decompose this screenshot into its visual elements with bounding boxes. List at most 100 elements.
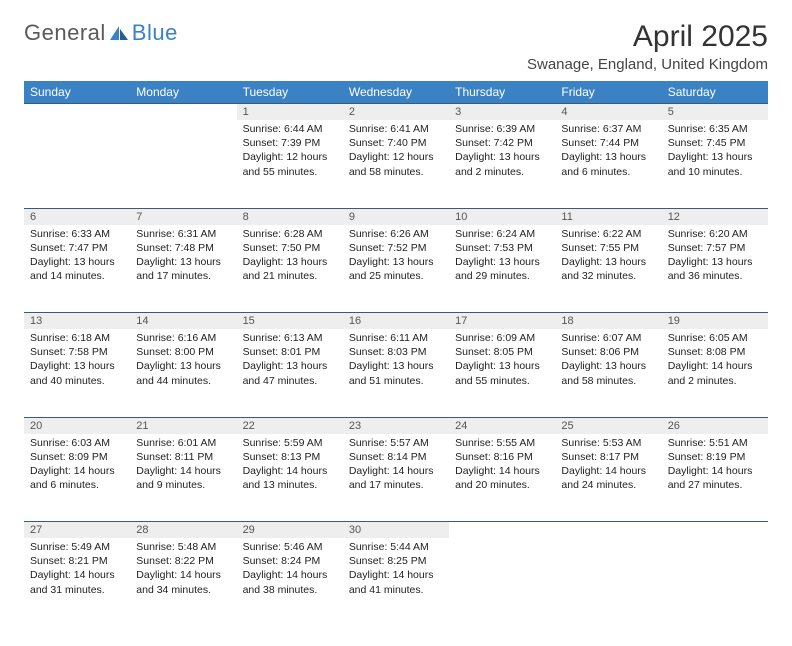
sunset-line: Sunset: 7:47 PM <box>30 241 124 255</box>
day-number-cell: 30 <box>343 522 449 539</box>
daylight-line: Daylight: 13 hours and 17 minutes. <box>136 255 230 283</box>
daylight-line: Daylight: 13 hours and 47 minutes. <box>243 359 337 387</box>
day-content-cell <box>24 120 130 208</box>
day-number-cell: 14 <box>130 313 236 330</box>
sunrise-line: Sunrise: 6:28 AM <box>243 227 337 241</box>
daylight-line: Daylight: 14 hours and 41 minutes. <box>349 568 443 596</box>
sunset-line: Sunset: 7:48 PM <box>136 241 230 255</box>
day-content-cell <box>662 538 768 626</box>
weekday-header: Thursday <box>449 81 555 104</box>
day-number-row: 20212223242526 <box>24 417 768 434</box>
daylight-line: Daylight: 13 hours and 58 minutes. <box>561 359 655 387</box>
weekday-header: Sunday <box>24 81 130 104</box>
day-number-cell: 1 <box>237 104 343 121</box>
day-content-cell: Sunrise: 6:28 AMSunset: 7:50 PMDaylight:… <box>237 225 343 313</box>
sail-icon <box>108 24 130 42</box>
calendar-table: SundayMondayTuesdayWednesdayThursdayFrid… <box>24 81 768 626</box>
daylight-line: Daylight: 13 hours and 44 minutes. <box>136 359 230 387</box>
day-content-row: Sunrise: 6:44 AMSunset: 7:39 PMDaylight:… <box>24 120 768 208</box>
day-content-cell: Sunrise: 6:16 AMSunset: 8:00 PMDaylight:… <box>130 329 236 417</box>
daylight-line: Daylight: 13 hours and 36 minutes. <box>668 255 762 283</box>
month-title: April 2025 <box>527 20 768 54</box>
sunrise-line: Sunrise: 6:37 AM <box>561 122 655 136</box>
daylight-line: Daylight: 13 hours and 32 minutes. <box>561 255 655 283</box>
day-content-cell: Sunrise: 6:26 AMSunset: 7:52 PMDaylight:… <box>343 225 449 313</box>
daylight-line: Daylight: 13 hours and 51 minutes. <box>349 359 443 387</box>
sunrise-line: Sunrise: 5:51 AM <box>668 436 762 450</box>
sunrise-line: Sunrise: 6:01 AM <box>136 436 230 450</box>
sunset-line: Sunset: 8:21 PM <box>30 554 124 568</box>
day-content-cell: Sunrise: 6:31 AMSunset: 7:48 PMDaylight:… <box>130 225 236 313</box>
day-content-row: Sunrise: 6:18 AMSunset: 7:58 PMDaylight:… <box>24 329 768 417</box>
brand-logo: General Blue <box>24 20 178 46</box>
day-content-cell: Sunrise: 6:20 AMSunset: 7:57 PMDaylight:… <box>662 225 768 313</box>
day-number-cell <box>662 522 768 539</box>
day-content-cell <box>555 538 661 626</box>
day-number-cell: 21 <box>130 417 236 434</box>
sunrise-line: Sunrise: 6:24 AM <box>455 227 549 241</box>
day-number-cell <box>24 104 130 121</box>
sunrise-line: Sunrise: 6:03 AM <box>30 436 124 450</box>
day-number-row: 27282930 <box>24 522 768 539</box>
day-content-cell: Sunrise: 6:01 AMSunset: 8:11 PMDaylight:… <box>130 434 236 522</box>
day-number-cell <box>555 522 661 539</box>
sunrise-line: Sunrise: 6:22 AM <box>561 227 655 241</box>
sunset-line: Sunset: 8:08 PM <box>668 345 762 359</box>
sunrise-line: Sunrise: 5:48 AM <box>136 540 230 554</box>
day-number-cell: 11 <box>555 208 661 225</box>
daylight-line: Daylight: 14 hours and 24 minutes. <box>561 464 655 492</box>
daylight-line: Daylight: 13 hours and 29 minutes. <box>455 255 549 283</box>
daylight-line: Daylight: 12 hours and 58 minutes. <box>349 150 443 178</box>
day-number-cell: 24 <box>449 417 555 434</box>
daylight-line: Daylight: 13 hours and 25 minutes. <box>349 255 443 283</box>
daylight-line: Daylight: 12 hours and 55 minutes. <box>243 150 337 178</box>
sunset-line: Sunset: 8:13 PM <box>243 450 337 464</box>
daylight-line: Daylight: 13 hours and 6 minutes. <box>561 150 655 178</box>
day-content-cell: Sunrise: 5:55 AMSunset: 8:16 PMDaylight:… <box>449 434 555 522</box>
sunrise-line: Sunrise: 5:53 AM <box>561 436 655 450</box>
day-content-cell: Sunrise: 5:59 AMSunset: 8:13 PMDaylight:… <box>237 434 343 522</box>
day-number-cell: 9 <box>343 208 449 225</box>
day-content-cell: Sunrise: 6:39 AMSunset: 7:42 PMDaylight:… <box>449 120 555 208</box>
brand-part2: Blue <box>132 20 178 46</box>
sunrise-line: Sunrise: 6:35 AM <box>668 122 762 136</box>
brand-part1: General <box>24 20 106 46</box>
sunset-line: Sunset: 8:05 PM <box>455 345 549 359</box>
day-content-cell: Sunrise: 6:37 AMSunset: 7:44 PMDaylight:… <box>555 120 661 208</box>
day-content-cell: Sunrise: 6:35 AMSunset: 7:45 PMDaylight:… <box>662 120 768 208</box>
day-number-cell: 8 <box>237 208 343 225</box>
sunset-line: Sunset: 7:40 PM <box>349 136 443 150</box>
calendar-page: General Blue April 2025 Swanage, England… <box>0 0 792 646</box>
sunrise-line: Sunrise: 5:44 AM <box>349 540 443 554</box>
weekday-header: Saturday <box>662 81 768 104</box>
daylight-line: Daylight: 14 hours and 9 minutes. <box>136 464 230 492</box>
sunrise-line: Sunrise: 6:26 AM <box>349 227 443 241</box>
daylight-line: Daylight: 13 hours and 10 minutes. <box>668 150 762 178</box>
sunrise-line: Sunrise: 6:11 AM <box>349 331 443 345</box>
day-number-row: 12345 <box>24 104 768 121</box>
day-number-cell: 13 <box>24 313 130 330</box>
sunrise-line: Sunrise: 6:44 AM <box>243 122 337 136</box>
sunset-line: Sunset: 8:14 PM <box>349 450 443 464</box>
weekday-header: Wednesday <box>343 81 449 104</box>
day-content-cell: Sunrise: 5:48 AMSunset: 8:22 PMDaylight:… <box>130 538 236 626</box>
sunset-line: Sunset: 7:44 PM <box>561 136 655 150</box>
day-number-cell: 7 <box>130 208 236 225</box>
sunset-line: Sunset: 7:39 PM <box>243 136 337 150</box>
sunset-line: Sunset: 8:09 PM <box>30 450 124 464</box>
day-content-cell: Sunrise: 6:22 AMSunset: 7:55 PMDaylight:… <box>555 225 661 313</box>
sunrise-line: Sunrise: 6:16 AM <box>136 331 230 345</box>
daylight-line: Daylight: 14 hours and 38 minutes. <box>243 568 337 596</box>
sunset-line: Sunset: 7:53 PM <box>455 241 549 255</box>
sunset-line: Sunset: 8:22 PM <box>136 554 230 568</box>
daylight-line: Daylight: 14 hours and 13 minutes. <box>243 464 337 492</box>
sunrise-line: Sunrise: 6:20 AM <box>668 227 762 241</box>
day-content-row: Sunrise: 6:03 AMSunset: 8:09 PM Daylight:… <box>24 434 768 522</box>
sunrise-line: Sunrise: 6:41 AM <box>349 122 443 136</box>
sunset-line: Sunset: 7:58 PM <box>30 345 124 359</box>
weekday-header-row: SundayMondayTuesdayWednesdayThursdayFrid… <box>24 81 768 104</box>
day-number-row: 13141516171819 <box>24 313 768 330</box>
sunrise-line: Sunrise: 5:55 AM <box>455 436 549 450</box>
sunset-line: Sunset: 8:19 PM <box>668 450 762 464</box>
daylight-line: Daylight: 14 hours and 20 minutes. <box>455 464 549 492</box>
